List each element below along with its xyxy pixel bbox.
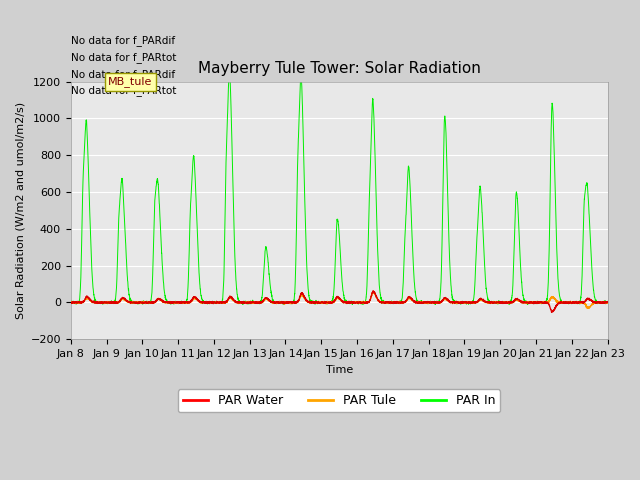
Title: Mayberry Tule Tower: Solar Radiation: Mayberry Tule Tower: Solar Radiation xyxy=(198,61,481,76)
Legend: PAR Water, PAR Tule, PAR In: PAR Water, PAR Tule, PAR In xyxy=(178,389,500,412)
Text: No data for f_PARtot: No data for f_PARtot xyxy=(71,52,176,63)
Text: No data for f_PARdif: No data for f_PARdif xyxy=(71,35,175,46)
Text: No data for f_PARtot: No data for f_PARtot xyxy=(71,85,176,96)
Text: MB_tule: MB_tule xyxy=(108,76,153,87)
X-axis label: Time: Time xyxy=(326,365,353,374)
Y-axis label: Solar Radiation (W/m2 and umol/m2/s): Solar Radiation (W/m2 and umol/m2/s) xyxy=(15,102,25,319)
Text: No data for f_PARdif: No data for f_PARdif xyxy=(71,69,175,80)
